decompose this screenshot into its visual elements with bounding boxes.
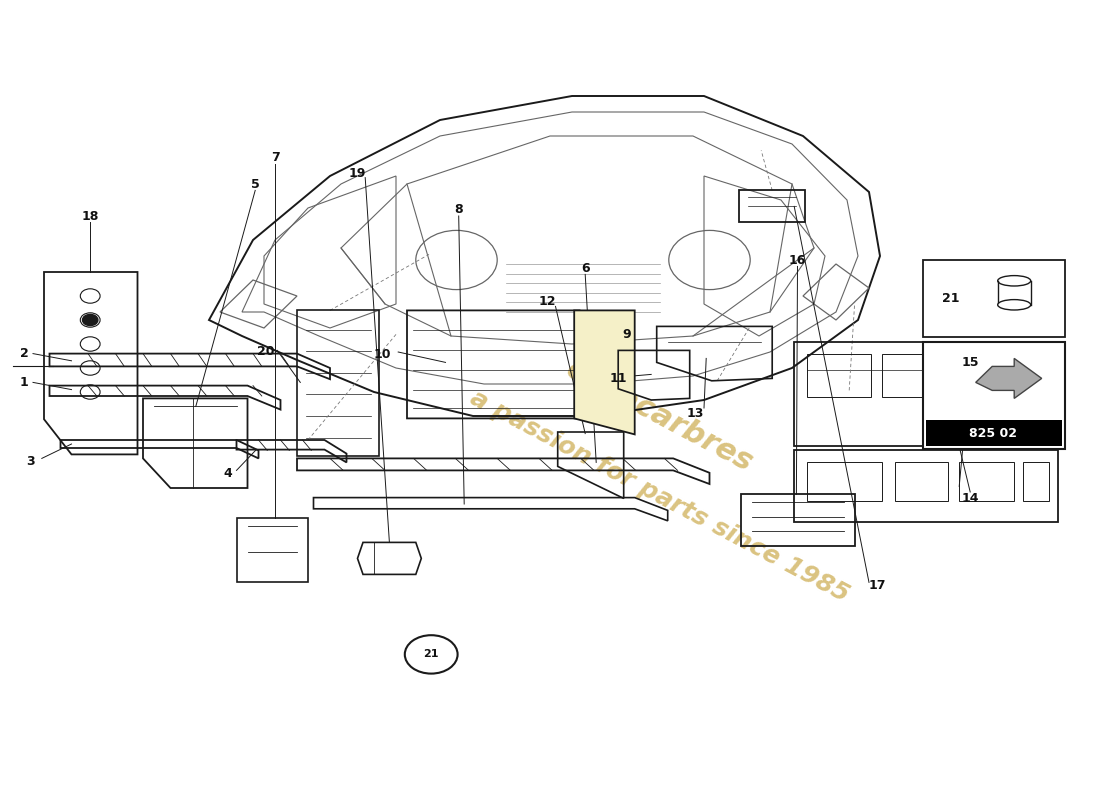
Text: 825 02: 825 02 bbox=[969, 427, 1018, 440]
Text: 2: 2 bbox=[20, 347, 29, 360]
Text: 3: 3 bbox=[26, 455, 35, 468]
Text: 19: 19 bbox=[349, 167, 366, 180]
Text: 21: 21 bbox=[424, 650, 439, 659]
Polygon shape bbox=[976, 358, 1042, 398]
Text: 4: 4 bbox=[223, 467, 232, 480]
Text: 14: 14 bbox=[961, 492, 979, 505]
Text: 8: 8 bbox=[454, 203, 463, 216]
Circle shape bbox=[82, 314, 98, 326]
Text: 15: 15 bbox=[961, 356, 979, 369]
Text: a passion for parts since 1985: a passion for parts since 1985 bbox=[466, 386, 854, 606]
Text: 12: 12 bbox=[539, 295, 557, 308]
Text: 7: 7 bbox=[271, 151, 279, 164]
Text: 20: 20 bbox=[257, 346, 275, 358]
Text: 5: 5 bbox=[251, 178, 260, 190]
Text: 16: 16 bbox=[789, 254, 806, 266]
Text: 6: 6 bbox=[581, 262, 590, 274]
FancyBboxPatch shape bbox=[926, 420, 1062, 446]
Text: 21: 21 bbox=[942, 292, 959, 305]
Text: 11: 11 bbox=[609, 372, 627, 385]
Text: 10: 10 bbox=[374, 348, 392, 361]
Text: eurocarbres: eurocarbres bbox=[561, 354, 759, 478]
Text: 17: 17 bbox=[869, 579, 887, 592]
FancyBboxPatch shape bbox=[923, 342, 1065, 449]
FancyBboxPatch shape bbox=[923, 260, 1065, 337]
Ellipse shape bbox=[998, 275, 1031, 286]
Text: 1: 1 bbox=[20, 376, 29, 389]
Text: 13: 13 bbox=[686, 407, 704, 420]
Text: 9: 9 bbox=[623, 328, 631, 341]
Polygon shape bbox=[574, 310, 635, 434]
Text: 18: 18 bbox=[81, 210, 99, 222]
Ellipse shape bbox=[998, 299, 1031, 310]
